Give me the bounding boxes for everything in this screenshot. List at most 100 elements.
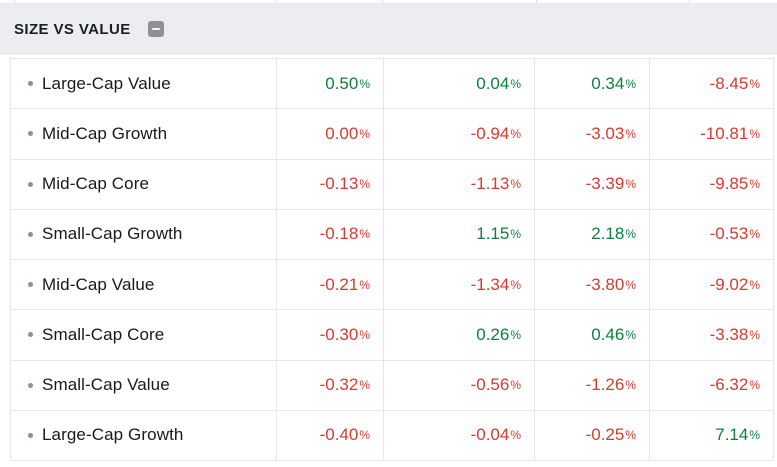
value-number: 0.34 (591, 73, 625, 93)
size-vs-value-table: Large-Cap Value 0.50% 0.04% 0.34% -8.45% Mid-… (10, 58, 774, 461)
table-row[interactable]: Large-Cap Value 0.50% 0.04% 0.34% -8.45% (11, 59, 773, 110)
collapse-button[interactable] (147, 21, 164, 37)
row-label-cell: Mid-Cap Growth (11, 109, 276, 158)
gridline-fragment (689, 0, 690, 3)
percent-suffix: % (625, 126, 636, 141)
percent-value: 0.04% (383, 59, 534, 109)
value-number: -0.21 (319, 274, 359, 294)
percent-value: -0.53% (649, 209, 773, 259)
gridline-fragment (382, 0, 383, 3)
percent-suffix: % (749, 428, 760, 443)
percent-suffix: % (510, 227, 521, 242)
row-label: Small-Cap Value (42, 375, 170, 395)
row-label-cell: Large-Cap Value (11, 59, 276, 108)
value-number: -0.25 (585, 425, 625, 445)
percent-suffix: % (359, 126, 370, 141)
value-number: -0.30 (319, 324, 359, 344)
value-number: 0.00 (325, 123, 359, 143)
upper-table-gridline-remnants (0, 0, 777, 3)
percent-value: -1.26% (534, 360, 649, 410)
percent-suffix: % (749, 177, 760, 192)
percent-suffix: % (749, 76, 760, 91)
value-number: -3.80 (585, 274, 625, 294)
bullet-icon (28, 382, 33, 388)
row-label: Mid-Cap Value (42, 274, 155, 294)
table-row[interactable]: Small-Cap Core -0.30% 0.26% 0.46% -3.38% (11, 310, 773, 361)
table-row[interactable]: Large-Cap Growth -0.40% -0.04% -0.25% 7.14% (11, 410, 773, 460)
percent-suffix: % (510, 327, 521, 342)
gridline-fragment (276, 0, 277, 3)
percent-suffix: % (510, 277, 521, 292)
bullet-icon (28, 432, 33, 438)
table-row[interactable]: Mid-Cap Value -0.21% -1.34% -3.80% -9.02% (11, 260, 773, 311)
percent-value: -0.18% (276, 209, 383, 259)
percent-value: -3.03% (534, 109, 649, 159)
table-row[interactable]: Small-Cap Value -0.32% -0.56% -1.26% -6.32% (11, 360, 773, 411)
row-label-cell: Large-Cap Growth (11, 411, 276, 460)
percent-value: 0.26% (383, 310, 534, 360)
row-label-cell: Mid-Cap Core (11, 160, 276, 209)
percent-suffix: % (359, 76, 370, 91)
table-row[interactable]: Small-Cap Growth -0.18% 1.15% 2.18% -0.53% (11, 209, 773, 260)
percent-suffix: % (625, 277, 636, 292)
percent-value: -9.85% (649, 159, 773, 209)
percent-value: -0.30% (276, 310, 383, 360)
value-number: 1.15 (476, 224, 510, 244)
row-label-cell: Small-Cap Growth (11, 210, 276, 259)
value-number: 7.14 (715, 425, 749, 445)
percent-value: 2.18% (534, 209, 649, 259)
value-number: -0.04 (470, 425, 510, 445)
row-label: Large-Cap Growth (42, 425, 184, 445)
percent-value: -0.56% (383, 360, 534, 410)
row-label-cell: Small-Cap Value (11, 361, 276, 410)
percent-suffix: % (359, 327, 370, 342)
value-number: -1.26 (585, 375, 625, 395)
value-number: 0.26 (476, 324, 510, 344)
percent-suffix: % (625, 227, 636, 242)
table-row[interactable]: Mid-Cap Core -0.13% -1.13% -3.39% -9.85% (11, 159, 773, 210)
value-number: -9.02 (709, 274, 749, 294)
gridline-fragment (536, 0, 537, 3)
value-number: 0.04 (476, 73, 510, 93)
percent-value: -0.13% (276, 159, 383, 209)
percent-value: -0.94% (383, 109, 534, 159)
percent-value: -8.45% (649, 59, 773, 109)
bullet-icon (28, 231, 33, 237)
percent-suffix: % (510, 177, 521, 192)
percent-suffix: % (625, 177, 636, 192)
percent-suffix: % (625, 76, 636, 91)
percent-suffix: % (510, 126, 521, 141)
percent-value: -1.34% (383, 260, 534, 310)
row-label-cell: Small-Cap Core (11, 310, 276, 359)
panel-header: SIZE VS VALUE (0, 3, 777, 55)
value-number: -0.13 (319, 174, 359, 194)
value-number: -0.94 (470, 123, 510, 143)
value-number: 2.18 (591, 224, 625, 244)
percent-suffix: % (510, 76, 521, 91)
value-number: -0.18 (319, 224, 359, 244)
bullet-icon (28, 282, 33, 288)
value-number: -0.32 (319, 375, 359, 395)
bullet-icon (28, 332, 33, 338)
row-label: Large-Cap Value (42, 73, 171, 93)
percent-suffix: % (625, 428, 636, 443)
row-label: Mid-Cap Growth (42, 123, 168, 143)
minus-icon (151, 28, 160, 30)
percent-value: -0.25% (534, 410, 649, 460)
percent-suffix: % (749, 378, 760, 393)
value-number: -8.45 (709, 73, 749, 93)
value-number: -1.34 (470, 274, 510, 294)
percent-value: -6.32% (649, 360, 773, 410)
percent-suffix: % (625, 327, 636, 342)
value-number: -0.40 (319, 425, 359, 445)
percent-value: -3.39% (534, 159, 649, 209)
percent-suffix: % (749, 126, 760, 141)
percent-suffix: % (510, 428, 521, 443)
percent-value: -0.04% (383, 410, 534, 460)
percent-suffix: % (510, 378, 521, 393)
value-number: -0.53 (709, 224, 749, 244)
percent-suffix: % (359, 277, 370, 292)
table-row[interactable]: Mid-Cap Growth 0.00% -0.94% -3.03% -10.81% (11, 109, 773, 160)
percent-suffix: % (359, 177, 370, 192)
percent-suffix: % (359, 428, 370, 443)
